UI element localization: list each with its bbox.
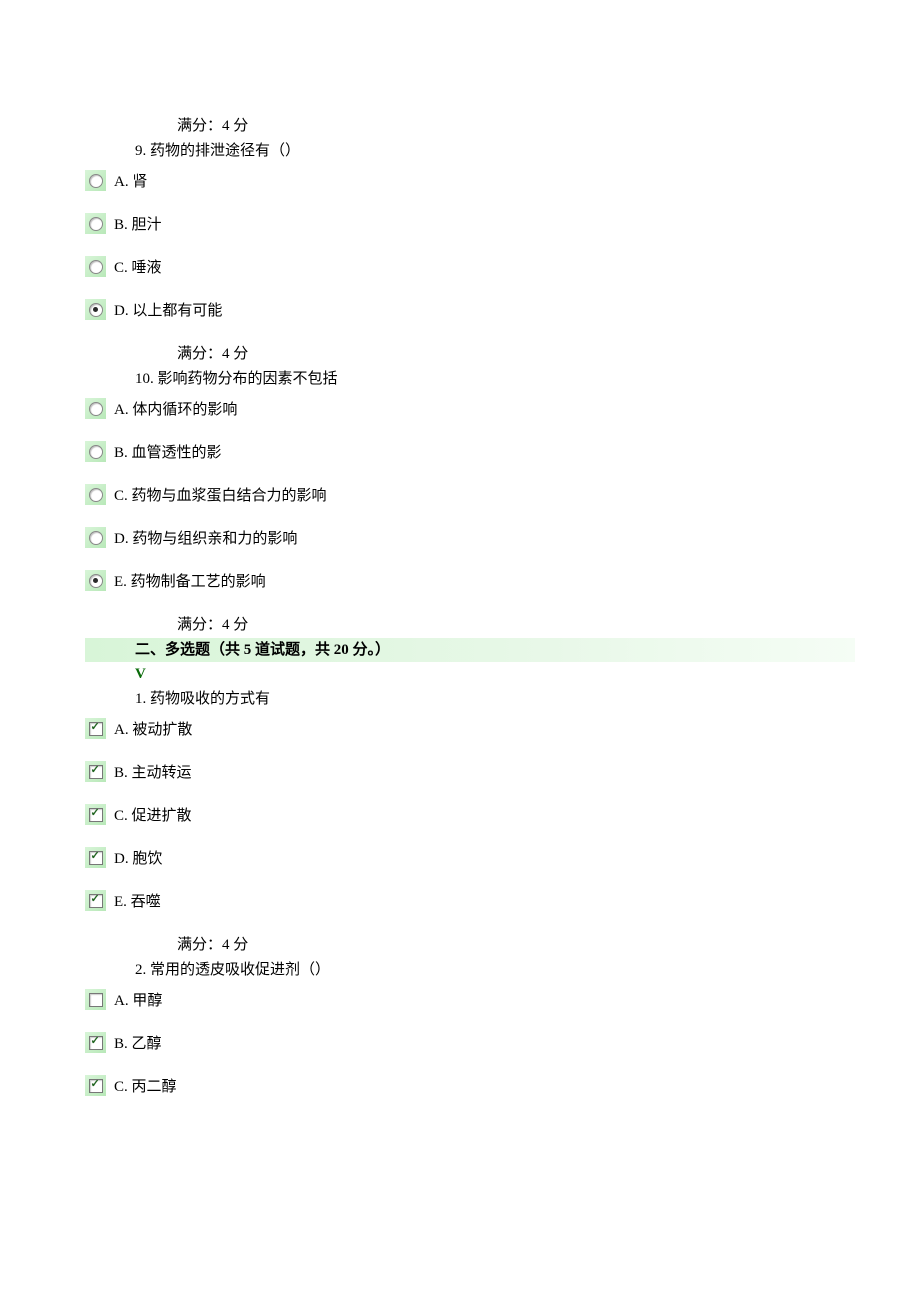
q9-option-d[interactable]: D. 以上都有可能 [85,299,905,320]
q9-option-c[interactable]: C. 唾液 [85,256,905,277]
radio-icon [85,570,106,591]
q9-option-b[interactable]: B. 胆汁 [85,213,905,234]
q10-number: 10. [135,371,154,387]
option-label: A. 被动扩散 [114,718,192,739]
radio-icon [85,484,106,505]
mq2-text: 常用的透皮吸收促进剂（） [150,962,330,978]
mq1-option-e[interactable]: E. 吞噬 [85,890,905,911]
checkbox-icon [85,1075,106,1096]
option-label: A. 体内循环的影响 [114,398,237,419]
mq1-option-b[interactable]: B. 主动转运 [85,761,905,782]
mq1-option-a[interactable]: A. 被动扩散 [85,718,905,739]
mq1-stem: 1. 药物吸收的方式有 [85,687,905,708]
mq1-number: 1. [135,691,146,707]
mq1-text: 药物吸收的方式有 [150,691,270,707]
q9-number: 9. [135,143,146,159]
mq2-option-b[interactable]: B. 乙醇 [85,1032,905,1053]
option-label: B. 乙醇 [114,1032,162,1053]
radio-icon [85,256,106,277]
q10-option-e[interactable]: E. 药物制备工艺的影响 [85,570,905,591]
mq2-score: 满分：4 分 [85,933,905,954]
mq1-option-d[interactable]: D. 胞饮 [85,847,905,868]
section2-v: V [85,666,905,683]
option-label: C. 促进扩散 [114,804,192,825]
mq2-option-a[interactable]: A. 甲醇 [85,989,905,1010]
option-label: B. 主动转运 [114,761,192,782]
radio-icon [85,527,106,548]
checkbox-icon [85,847,106,868]
q10-option-c[interactable]: C. 药物与血浆蛋白结合力的影响 [85,484,905,505]
q9-stem: 9. 药物的排泄途径有（） [85,139,905,160]
option-label: C. 丙二醇 [114,1075,177,1096]
mq1-option-c[interactable]: C. 促进扩散 [85,804,905,825]
radio-icon [85,170,106,191]
q10-stem: 10. 影响药物分布的因素不包括 [85,367,905,388]
option-label: E. 药物制备工艺的影响 [114,570,266,591]
checkbox-icon [85,761,106,782]
option-label: B. 血管透性的影 [114,441,222,462]
checkbox-icon [85,1032,106,1053]
radio-icon [85,398,106,419]
option-label: D. 药物与组织亲和力的影响 [114,527,297,548]
q10-score: 满分：4 分 [85,342,905,363]
option-label: A. 肾 [114,170,147,191]
option-label: D. 胞饮 [114,847,162,868]
option-label: D. 以上都有可能 [114,299,222,320]
q9-text: 药物的排泄途径有（） [150,143,300,159]
option-label: B. 胆汁 [114,213,162,234]
q10-option-d[interactable]: D. 药物与组织亲和力的影响 [85,527,905,548]
mq2-number: 2. [135,962,146,978]
checkbox-icon [85,989,106,1010]
option-label: C. 唾液 [114,256,162,277]
option-label: E. 吞噬 [114,890,161,911]
q10-option-b[interactable]: B. 血管透性的影 [85,441,905,462]
radio-icon [85,299,106,320]
checkbox-icon [85,804,106,825]
checkbox-icon [85,890,106,911]
q9-option-a[interactable]: A. 肾 [85,170,905,191]
q10-text: 影响药物分布的因素不包括 [158,371,338,387]
option-label: A. 甲醇 [114,989,162,1010]
mq2-stem: 2. 常用的透皮吸收促进剂（） [85,958,905,979]
radio-icon [85,441,106,462]
q10-option-a[interactable]: A. 体内循环的影响 [85,398,905,419]
mq2-option-c[interactable]: C. 丙二醇 [85,1075,905,1096]
checkbox-icon [85,718,106,739]
option-label: C. 药物与血浆蛋白结合力的影响 [114,484,327,505]
section-score: 满分：4 分 [85,613,905,634]
page-content: 满分：4 分 9. 药物的排泄途径有（） A. 肾 B. 胆汁 C. 唾液 D.… [0,0,905,1158]
radio-icon [85,213,106,234]
section2-title: 二、多选题（共 5 道试题，共 20 分。） [85,638,855,662]
q9-score: 满分：4 分 [85,114,905,135]
